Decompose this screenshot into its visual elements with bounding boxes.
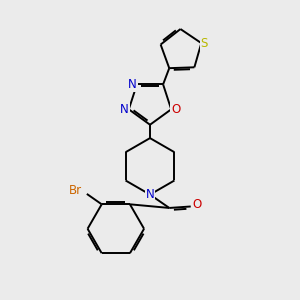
Text: N: N bbox=[120, 103, 129, 116]
Text: O: O bbox=[193, 199, 202, 212]
Text: S: S bbox=[201, 37, 208, 50]
Text: O: O bbox=[171, 103, 180, 116]
Text: N: N bbox=[146, 188, 154, 201]
Text: N: N bbox=[128, 78, 137, 91]
Text: Br: Br bbox=[69, 184, 82, 197]
